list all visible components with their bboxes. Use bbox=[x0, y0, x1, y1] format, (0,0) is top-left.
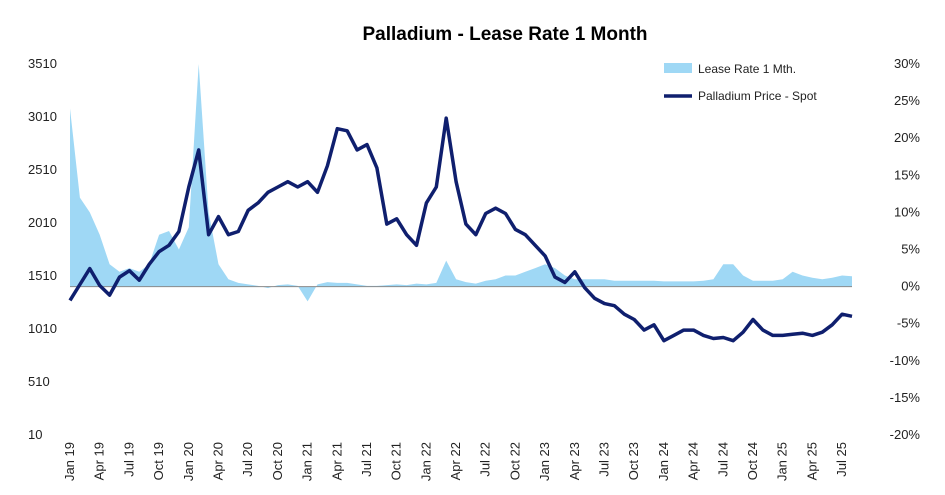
x-tick-label: Apr 25 bbox=[804, 442, 819, 480]
x-tick-label: Apr 24 bbox=[686, 442, 701, 480]
y-right-tick-label: 25% bbox=[894, 93, 920, 108]
y-right-tick-label: 10% bbox=[894, 204, 920, 219]
line-layer bbox=[68, 116, 853, 343]
x-tick-label: Jul 25 bbox=[834, 442, 849, 477]
x-tick-label: Oct 23 bbox=[626, 442, 641, 480]
y-right-tick-label: 0% bbox=[901, 279, 920, 294]
x-tick-label: Oct 22 bbox=[507, 442, 522, 480]
x-tick-label: Jan 24 bbox=[656, 442, 671, 481]
y-left-tick-label: 510 bbox=[28, 374, 50, 389]
x-tick-label: Apr 19 bbox=[92, 442, 107, 480]
x-tick-label: Jan 21 bbox=[300, 442, 315, 481]
y-left-tick-label: 3510 bbox=[28, 56, 57, 71]
area-layer bbox=[70, 64, 852, 302]
x-tick-label: Oct 20 bbox=[270, 442, 285, 480]
y-right-tick-label: -20% bbox=[890, 427, 921, 442]
y-right-tick-label: -5% bbox=[897, 316, 921, 331]
y-left-tick-label: 10 bbox=[28, 427, 42, 442]
x-tick-label: Jan 20 bbox=[181, 442, 196, 481]
x-tick-label: Apr 22 bbox=[448, 442, 463, 480]
y-right-tick-label: -10% bbox=[890, 353, 921, 368]
x-tick-label: Oct 19 bbox=[151, 442, 166, 480]
x-tick-label: Jan 22 bbox=[418, 442, 433, 481]
x-tick-label: Jan 25 bbox=[775, 442, 790, 481]
y-left-tick-label: 1510 bbox=[28, 268, 57, 283]
x-tick-label: Jan 19 bbox=[62, 442, 77, 481]
palladium-price-line bbox=[68, 116, 853, 343]
x-tick-label: Jan 23 bbox=[537, 442, 552, 481]
y-right-tick-label: -15% bbox=[890, 390, 921, 405]
y-right-tick-label: 5% bbox=[901, 242, 920, 257]
y-left-tick-label: 1010 bbox=[28, 321, 57, 336]
x-tick-label: Jul 22 bbox=[478, 442, 493, 477]
legend: Lease Rate 1 Mth. Palladium Price - Spot bbox=[664, 62, 817, 103]
x-tick-label: Oct 24 bbox=[745, 442, 760, 480]
y-left-tick-label: 2010 bbox=[28, 215, 57, 230]
x-tick-label: Jul 19 bbox=[121, 442, 136, 477]
y-right-tick-label: 30% bbox=[894, 56, 920, 71]
legend-swatch-lease-rate bbox=[664, 63, 692, 73]
y-right-tick-label: 20% bbox=[894, 130, 920, 145]
x-tick-label: Jul 23 bbox=[597, 442, 612, 477]
y-right-tick-label: 15% bbox=[894, 167, 920, 182]
x-tick-label: Jul 24 bbox=[715, 442, 730, 477]
chart-title: Palladium - Lease Rate 1 Month bbox=[362, 24, 647, 45]
lease-rate-area bbox=[70, 64, 852, 302]
y-left-tick-label: 2510 bbox=[28, 162, 57, 177]
x-axis: Jan 19 Apr 19 Jul 19 Oct 19 Jan 20 Apr 20 Jul … bbox=[62, 442, 849, 481]
x-tick-label: Apr 21 bbox=[329, 442, 344, 480]
x-tick-label: Jul 21 bbox=[359, 442, 374, 477]
legend-label-lease-rate: Lease Rate 1 Mth. bbox=[698, 62, 796, 76]
x-tick-label: Apr 23 bbox=[567, 442, 582, 480]
y-axis-right: 30% 25% 20% 15% 10% 5% 0% -5% -10% -15% -20% bbox=[890, 56, 921, 442]
x-tick-label: Apr 20 bbox=[211, 442, 226, 480]
y-axis-left: 3510 3010 2510 2010 1510 1010 510 10 bbox=[28, 56, 57, 442]
x-tick-label: Jul 20 bbox=[240, 442, 255, 477]
x-tick-label: Oct 21 bbox=[389, 442, 404, 480]
legend-label-palladium-price: Palladium Price - Spot bbox=[698, 89, 817, 103]
y-left-tick-label: 3010 bbox=[28, 109, 57, 124]
